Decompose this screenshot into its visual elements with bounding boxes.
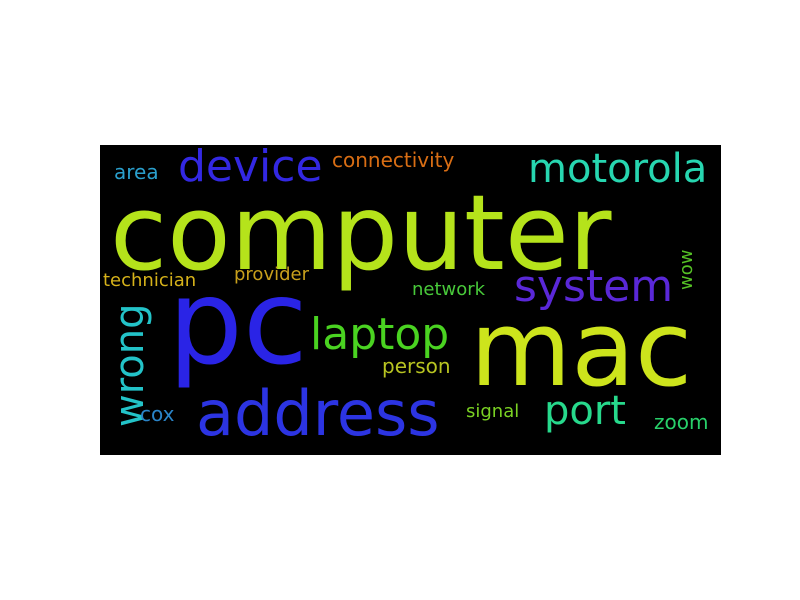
word-provider: provider [234, 264, 309, 285]
word-system: system [514, 261, 674, 312]
word-technician: technician [103, 270, 197, 291]
word-connectivity: connectivity [332, 148, 455, 172]
word-zoom: zoom [654, 410, 709, 434]
word-pc: pc [168, 253, 308, 391]
word-wow: wow [676, 249, 697, 290]
word-cox: cox [140, 402, 175, 426]
word-cloud: computer pc mac address device motorola … [100, 145, 721, 455]
word-motorola: motorola [528, 146, 708, 192]
word-mac: mac [470, 288, 693, 410]
word-signal: signal [466, 401, 520, 422]
word-port: port [544, 388, 626, 434]
word-address: address [196, 377, 440, 450]
word-computer: computer [110, 172, 612, 294]
word-device: device [178, 145, 323, 192]
word-area: area [114, 160, 159, 184]
word-person: person [382, 354, 451, 378]
word-network: network [412, 279, 486, 300]
word-laptop: laptop [310, 309, 450, 360]
